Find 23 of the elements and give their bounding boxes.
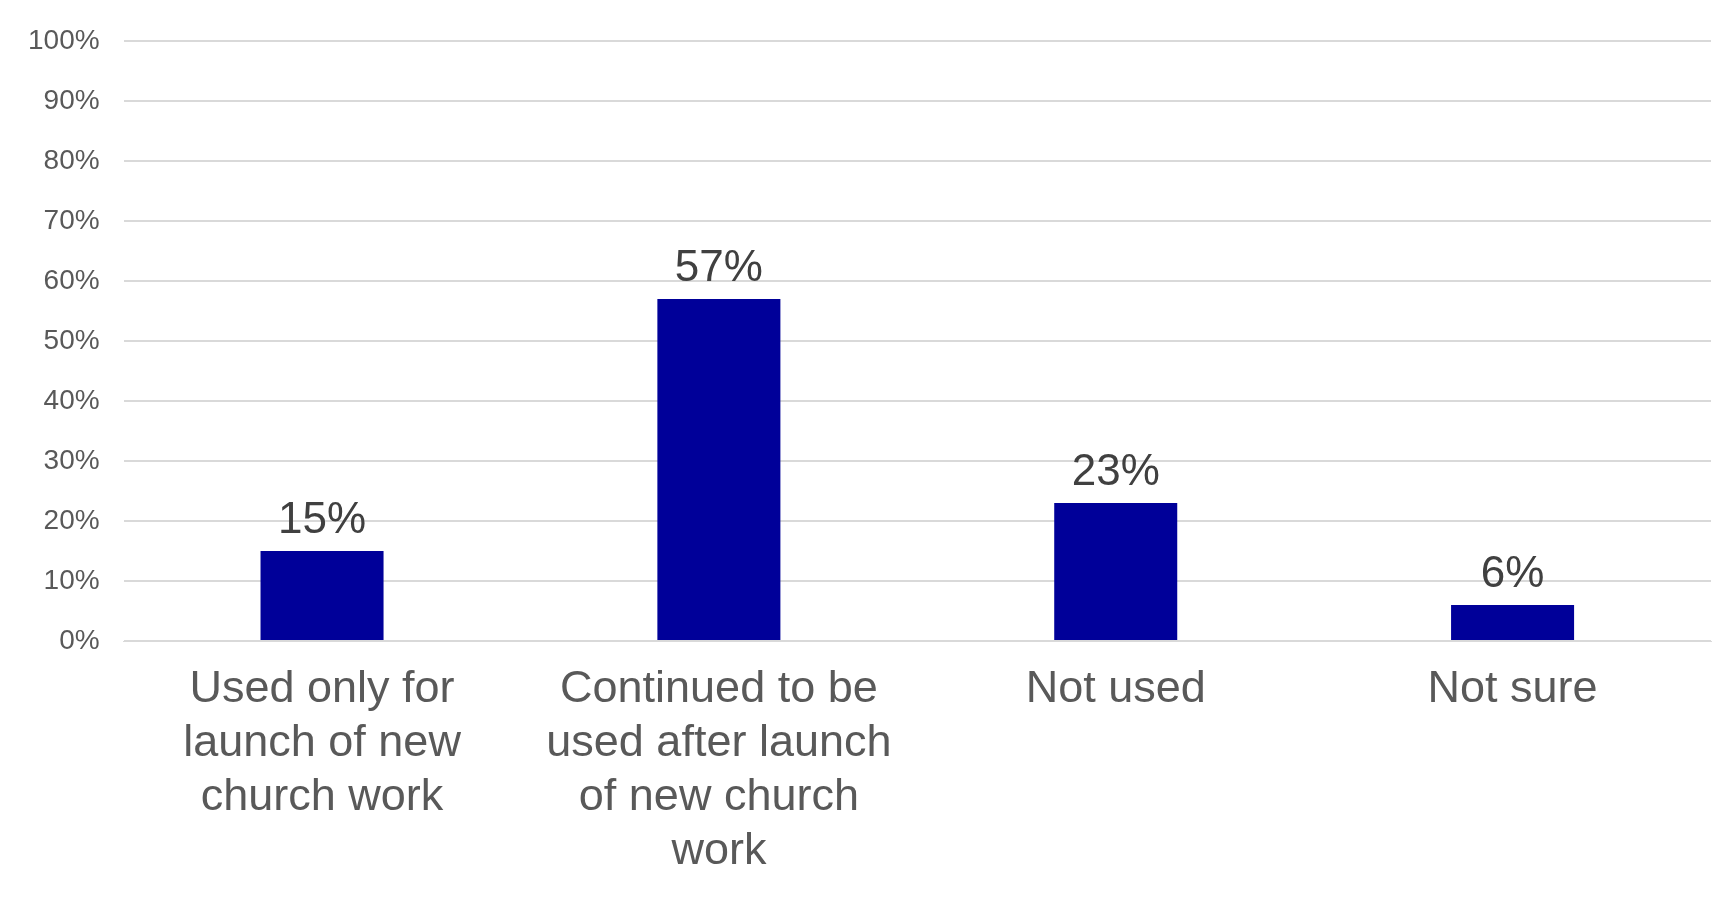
y-tick-label: 10% — [43, 563, 100, 595]
y-tick-label: 0% — [59, 623, 100, 655]
y-tick-label: 90% — [43, 83, 100, 115]
y-tick-label: 80% — [43, 143, 100, 175]
x-tick-label: Not used — [1025, 661, 1206, 713]
y-tick-label: 20% — [43, 503, 100, 535]
bar — [260, 550, 384, 640]
y-tick-label: 40% — [43, 383, 100, 415]
y-tick-label: 30% — [43, 443, 100, 475]
bar — [657, 298, 781, 640]
data-label: 6% — [1480, 547, 1545, 597]
x-tick-label: Continued to be used after launch of new church work — [546, 661, 892, 875]
bar — [1054, 502, 1178, 640]
y-tick-label: 50% — [43, 323, 100, 355]
y-tick-label: 70% — [43, 203, 100, 235]
x-tick-label: Not sure — [1427, 661, 1598, 713]
y-tick-label: 100% — [27, 23, 100, 55]
y-tick-label: 60% — [43, 263, 100, 295]
bar — [1451, 604, 1575, 640]
data-label: 57% — [674, 241, 763, 291]
x-tick-label: Used only for launch of new church work — [183, 661, 462, 821]
data-label: 15% — [278, 493, 367, 543]
data-label: 23% — [1071, 445, 1160, 495]
